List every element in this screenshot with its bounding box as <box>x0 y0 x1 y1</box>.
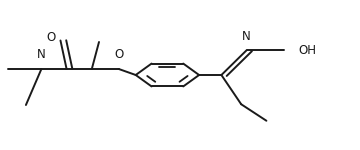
Text: OH: OH <box>299 44 317 57</box>
Text: N: N <box>37 48 46 62</box>
Text: N: N <box>242 30 251 43</box>
Text: O: O <box>114 48 123 62</box>
Text: O: O <box>46 31 55 44</box>
